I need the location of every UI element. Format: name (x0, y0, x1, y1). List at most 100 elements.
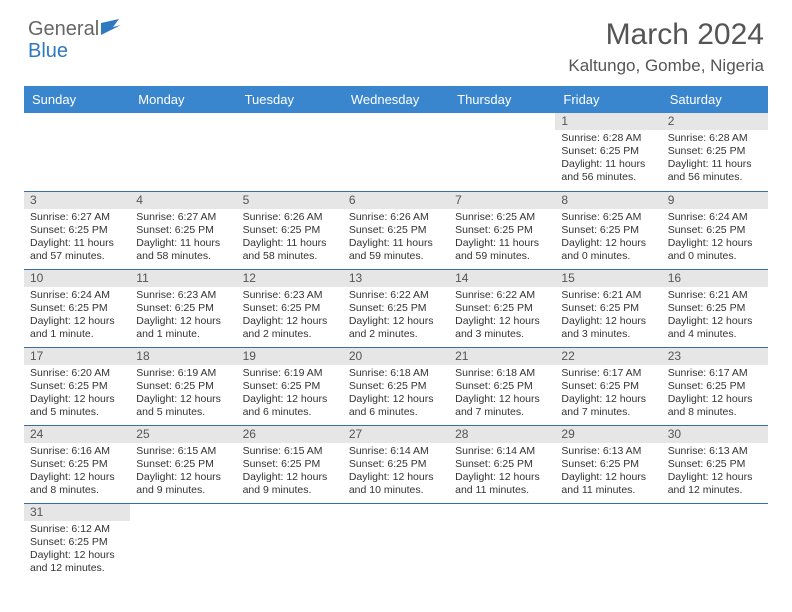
calendar-cell: 12Sunrise: 6:23 AMSunset: 6:25 PMDayligh… (237, 269, 343, 347)
daylight-text: Daylight: 12 hours and 9 minutes. (243, 471, 337, 497)
day-body: Sunrise: 6:17 AMSunset: 6:25 PMDaylight:… (662, 365, 768, 424)
calendar-cell: 20Sunrise: 6:18 AMSunset: 6:25 PMDayligh… (343, 347, 449, 425)
sunrise-text: Sunrise: 6:28 AM (561, 132, 655, 145)
calendar-cell: 4Sunrise: 6:27 AMSunset: 6:25 PMDaylight… (130, 191, 236, 269)
col-saturday: Saturday (662, 86, 768, 113)
sunrise-text: Sunrise: 6:28 AM (668, 132, 762, 145)
sunset-text: Sunset: 6:25 PM (349, 458, 443, 471)
daylight-text: Daylight: 12 hours and 8 minutes. (668, 393, 762, 419)
daylight-text: Daylight: 12 hours and 7 minutes. (455, 393, 549, 419)
sunrise-text: Sunrise: 6:25 AM (561, 211, 655, 224)
sunset-text: Sunset: 6:25 PM (30, 302, 124, 315)
day-number: 27 (343, 426, 449, 443)
day-number: 3 (24, 192, 130, 209)
day-number: 25 (130, 426, 236, 443)
sunrise-text: Sunrise: 6:22 AM (455, 289, 549, 302)
day-number: 15 (555, 270, 661, 287)
sunrise-text: Sunrise: 6:25 AM (455, 211, 549, 224)
calendar-cell: 28Sunrise: 6:14 AMSunset: 6:25 PMDayligh… (449, 425, 555, 503)
sunrise-text: Sunrise: 6:18 AM (455, 367, 549, 380)
daylight-text: Daylight: 12 hours and 10 minutes. (349, 471, 443, 497)
sunrise-text: Sunrise: 6:15 AM (136, 445, 230, 458)
day-body: Sunrise: 6:14 AMSunset: 6:25 PMDaylight:… (449, 443, 555, 502)
day-number: 2 (662, 113, 768, 130)
day-number: 23 (662, 348, 768, 365)
day-body: Sunrise: 6:19 AMSunset: 6:25 PMDaylight:… (237, 365, 343, 424)
daylight-text: Daylight: 12 hours and 2 minutes. (349, 315, 443, 341)
day-body: Sunrise: 6:18 AMSunset: 6:25 PMDaylight:… (449, 365, 555, 424)
calendar-cell: 6Sunrise: 6:26 AMSunset: 6:25 PMDaylight… (343, 191, 449, 269)
daylight-text: Daylight: 12 hours and 3 minutes. (455, 315, 549, 341)
sunrise-text: Sunrise: 6:14 AM (349, 445, 443, 458)
daylight-text: Daylight: 12 hours and 6 minutes. (349, 393, 443, 419)
day-body: Sunrise: 6:22 AMSunset: 6:25 PMDaylight:… (449, 287, 555, 346)
day-number: 10 (24, 270, 130, 287)
day-body: Sunrise: 6:21 AMSunset: 6:25 PMDaylight:… (662, 287, 768, 346)
logo-text-general: General (28, 18, 99, 41)
day-number: 20 (343, 348, 449, 365)
day-number: 22 (555, 348, 661, 365)
calendar-cell (130, 503, 236, 581)
logo-flag-icon (101, 18, 123, 41)
daylight-text: Daylight: 11 hours and 57 minutes. (30, 237, 124, 263)
calendar-row: 31Sunrise: 6:12 AMSunset: 6:25 PMDayligh… (24, 503, 768, 581)
day-body: Sunrise: 6:24 AMSunset: 6:25 PMDaylight:… (24, 287, 130, 346)
sunset-text: Sunset: 6:25 PM (349, 302, 443, 315)
sunset-text: Sunset: 6:25 PM (136, 380, 230, 393)
calendar-cell: 16Sunrise: 6:21 AMSunset: 6:25 PMDayligh… (662, 269, 768, 347)
day-number: 7 (449, 192, 555, 209)
daylight-text: Daylight: 12 hours and 0 minutes. (561, 237, 655, 263)
daylight-text: Daylight: 12 hours and 12 minutes. (30, 549, 124, 575)
logo: General (28, 18, 123, 41)
col-monday: Monday (130, 86, 236, 113)
calendar-cell: 9Sunrise: 6:24 AMSunset: 6:25 PMDaylight… (662, 191, 768, 269)
sunrise-text: Sunrise: 6:15 AM (243, 445, 337, 458)
day-body: Sunrise: 6:13 AMSunset: 6:25 PMDaylight:… (555, 443, 661, 502)
calendar-cell (449, 113, 555, 191)
calendar-cell (237, 503, 343, 581)
day-body: Sunrise: 6:25 AMSunset: 6:25 PMDaylight:… (555, 209, 661, 268)
day-body: Sunrise: 6:17 AMSunset: 6:25 PMDaylight:… (555, 365, 661, 424)
day-number: 28 (449, 426, 555, 443)
sunset-text: Sunset: 6:25 PM (30, 536, 124, 549)
sunrise-text: Sunrise: 6:20 AM (30, 367, 124, 380)
day-body: Sunrise: 6:20 AMSunset: 6:25 PMDaylight:… (24, 365, 130, 424)
day-body: Sunrise: 6:15 AMSunset: 6:25 PMDaylight:… (237, 443, 343, 502)
sunset-text: Sunset: 6:25 PM (561, 145, 655, 158)
daylight-text: Daylight: 12 hours and 9 minutes. (136, 471, 230, 497)
calendar-cell: 7Sunrise: 6:25 AMSunset: 6:25 PMDaylight… (449, 191, 555, 269)
sunset-text: Sunset: 6:25 PM (561, 224, 655, 237)
calendar-cell: 18Sunrise: 6:19 AMSunset: 6:25 PMDayligh… (130, 347, 236, 425)
sunrise-text: Sunrise: 6:24 AM (668, 211, 762, 224)
sunrise-text: Sunrise: 6:14 AM (455, 445, 549, 458)
calendar-row: 1Sunrise: 6:28 AMSunset: 6:25 PMDaylight… (24, 113, 768, 191)
calendar-cell (343, 113, 449, 191)
calendar-table: Sunday Monday Tuesday Wednesday Thursday… (24, 86, 768, 581)
sunset-text: Sunset: 6:25 PM (243, 380, 337, 393)
calendar-cell: 23Sunrise: 6:17 AMSunset: 6:25 PMDayligh… (662, 347, 768, 425)
sunset-text: Sunset: 6:25 PM (30, 458, 124, 471)
daylight-text: Daylight: 12 hours and 2 minutes. (243, 315, 337, 341)
day-number: 9 (662, 192, 768, 209)
calendar-cell (449, 503, 555, 581)
daylight-text: Daylight: 12 hours and 4 minutes. (668, 315, 762, 341)
col-tuesday: Tuesday (237, 86, 343, 113)
day-body: Sunrise: 6:13 AMSunset: 6:25 PMDaylight:… (662, 443, 768, 502)
sunset-text: Sunset: 6:25 PM (455, 458, 549, 471)
calendar-cell (555, 503, 661, 581)
sunrise-text: Sunrise: 6:12 AM (30, 523, 124, 536)
sunrise-text: Sunrise: 6:27 AM (30, 211, 124, 224)
day-number: 29 (555, 426, 661, 443)
day-body: Sunrise: 6:23 AMSunset: 6:25 PMDaylight:… (130, 287, 236, 346)
daylight-text: Daylight: 11 hours and 59 minutes. (349, 237, 443, 263)
day-body: Sunrise: 6:12 AMSunset: 6:25 PMDaylight:… (24, 521, 130, 580)
day-body: Sunrise: 6:26 AMSunset: 6:25 PMDaylight:… (237, 209, 343, 268)
calendar-row: 3Sunrise: 6:27 AMSunset: 6:25 PMDaylight… (24, 191, 768, 269)
calendar-cell: 10Sunrise: 6:24 AMSunset: 6:25 PMDayligh… (24, 269, 130, 347)
sunset-text: Sunset: 6:25 PM (243, 458, 337, 471)
calendar-cell: 14Sunrise: 6:22 AMSunset: 6:25 PMDayligh… (449, 269, 555, 347)
day-body: Sunrise: 6:23 AMSunset: 6:25 PMDaylight:… (237, 287, 343, 346)
day-body: Sunrise: 6:14 AMSunset: 6:25 PMDaylight:… (343, 443, 449, 502)
day-number: 24 (24, 426, 130, 443)
calendar-cell: 30Sunrise: 6:13 AMSunset: 6:25 PMDayligh… (662, 425, 768, 503)
